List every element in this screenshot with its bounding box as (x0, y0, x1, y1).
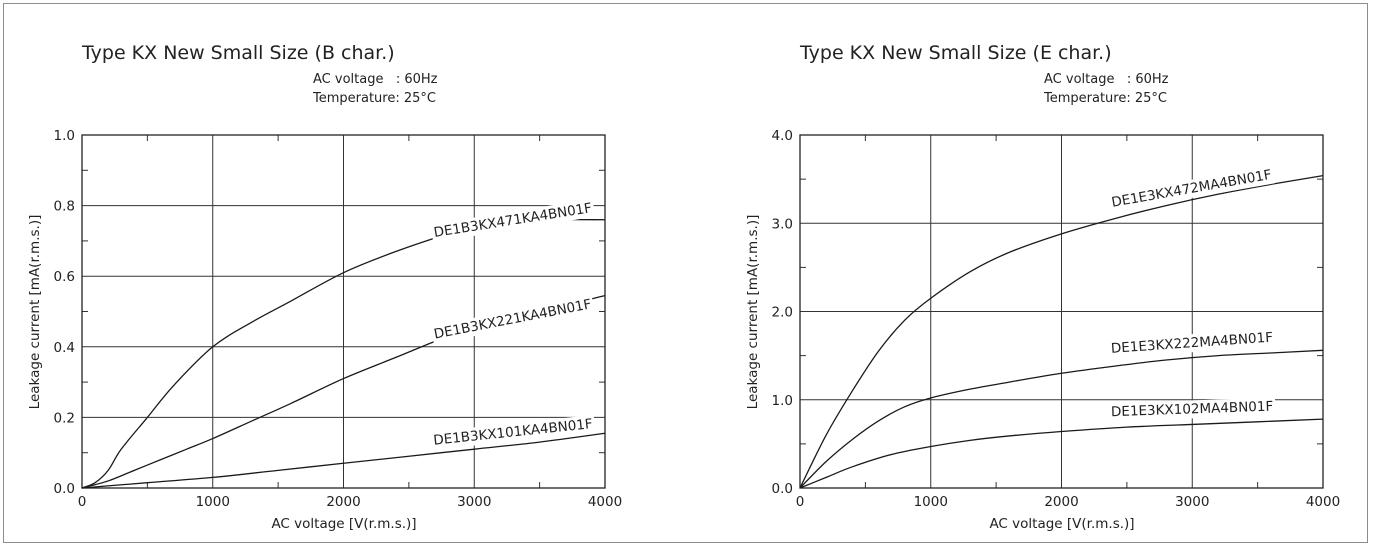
chart2-y-tick-label: 1.0 (772, 393, 793, 409)
chart2-y-tick-label: 2.0 (772, 305, 793, 321)
chart2-x-tick-label: 2000 (1044, 494, 1078, 510)
chart2-y-tick-label: 4.0 (772, 128, 793, 144)
chart1-xlabel: AC voltage [V(r.m.s.)] (271, 516, 416, 532)
figure-frame (3, 3, 1368, 543)
chart2-x-tick-label: 0 (796, 494, 805, 510)
chart1-axes-box (81, 134, 606, 489)
chart1-x-tick-label: 0 (78, 494, 87, 510)
chart1-y-tick-label: 0.6 (54, 269, 75, 285)
chart1-plot-area: 0 1000 2000 3000 4000 0.0 0.2 0.4 0.6 0.8 1.0 DE1B3… (54, 128, 623, 510)
chart1-ylabel: Leakage current [mA(r.m.s.)] (27, 215, 43, 410)
chart2-x-tick-label: 1000 (914, 494, 948, 510)
chart2-condition-temp: Temperature: 25°C (1043, 91, 1167, 106)
chart1-condition-ac: AC voltage : 60Hz (313, 72, 438, 87)
chart2-ylabel: Leakage current [mA(r.m.s.)] (745, 215, 761, 410)
chart1-x-tick-label: 4000 (588, 494, 622, 510)
chart1-y-tick-label: 0.0 (54, 481, 75, 497)
chart2-series-label-bg (1108, 165, 1275, 213)
chart2-y-tick-label: 0.0 (772, 481, 793, 497)
chart1-x-tick-label: 3000 (457, 494, 491, 510)
chart2-x-tick-label: 4000 (1306, 494, 1340, 510)
chart2-plot-area: 0 1000 2000 3000 40000.01.02.03.04.0DE1E3KX4… (772, 128, 1341, 510)
chart2-series-label-3: DE1E3KX102MA4BN01F (1111, 399, 1274, 421)
chart2-series-line-2 (799, 349, 1324, 489)
chart2-condition-ac: AC voltage : 60Hz (1044, 72, 1169, 87)
chart1-x-tick-label: 2000 (326, 494, 360, 510)
chart1-series-label-2: DE1B3KX221KA4BN01F (433, 296, 593, 342)
chart1-condition-temp: Temperature: 25°C (312, 91, 436, 106)
chart1-y-tick-label: 0.2 (54, 410, 75, 426)
chart2-xlabel: AC voltage [V(r.m.s.)] (989, 516, 1134, 532)
chart2-series-label-bg (1108, 328, 1276, 358)
chart1-series-label-bg (430, 198, 596, 243)
chart2-series-line-1 (799, 174, 1324, 489)
chart2-x-tick-label: 3000 (1175, 494, 1209, 510)
chart1-series-line-3 (81, 432, 606, 489)
chart1-x-tick-label: 1000 (196, 494, 230, 510)
chart2-series-line-3 (799, 418, 1324, 489)
chart2-title: Type KX New Small Size (E char.) (799, 42, 1112, 64)
chart2-axes-box (799, 134, 1324, 489)
chart1-series-label-bg (430, 294, 595, 344)
chart1-series-label-3: DE1B3KX101KA4BN01F (433, 416, 594, 449)
chart2-series-label-bg (1108, 397, 1276, 422)
chart1-y-tick-label: 0.4 (54, 340, 75, 356)
chart1-y-tick-label: 0.8 (54, 199, 75, 215)
chart1-y-tick-label: 1.0 (54, 128, 75, 144)
chart1-series-label-bg (430, 414, 596, 450)
chart1-title: Type KX New Small Size (B char.) (81, 42, 395, 64)
chart2-y-tick-label: 3.0 (772, 216, 793, 232)
